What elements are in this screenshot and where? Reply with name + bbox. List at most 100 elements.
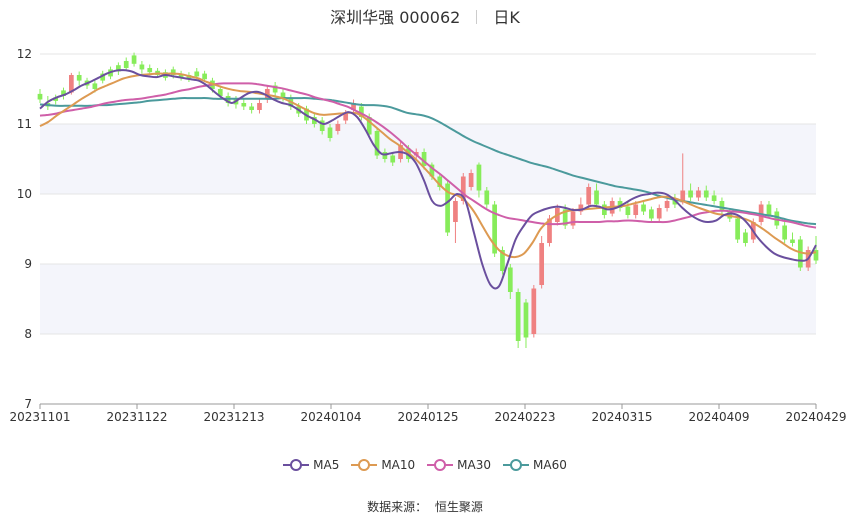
moving-average-lines — [39, 69, 817, 290]
candle-body — [531, 288, 537, 334]
candle — [649, 206, 654, 222]
candle — [437, 173, 443, 191]
grid-band — [40, 124, 816, 194]
candle-body — [515, 292, 521, 341]
candle-body — [656, 208, 662, 219]
candle — [335, 120, 341, 135]
source-name: 恒生聚源 — [434, 500, 483, 514]
candle-body — [711, 195, 717, 201]
candle-body — [202, 73, 207, 80]
candle — [523, 299, 529, 348]
legend-item-ma60[interactable]: MA60 — [503, 458, 567, 472]
candle-body — [92, 83, 98, 89]
candle-body — [743, 232, 748, 243]
candle-body — [453, 201, 458, 222]
candle — [790, 232, 795, 247]
candle — [586, 183, 592, 208]
candle-body — [139, 64, 145, 70]
candle — [602, 201, 607, 219]
candle-body — [476, 164, 482, 191]
candle-body — [468, 173, 474, 187]
candle — [359, 103, 364, 121]
candle — [782, 222, 787, 243]
legend-label: MA5 — [313, 458, 340, 472]
y-tick-label: 12 — [17, 47, 32, 61]
candle-body — [782, 225, 787, 240]
candle-body — [131, 55, 137, 64]
legend-marker-icon — [351, 459, 378, 471]
legend-item-ma10[interactable]: MA10 — [351, 458, 415, 472]
candle — [641, 201, 646, 215]
candle-body — [649, 209, 654, 219]
candle-body — [460, 176, 466, 201]
candle-body — [272, 85, 278, 93]
candle-body — [774, 211, 780, 226]
candle-body — [217, 89, 223, 96]
candle — [178, 70, 184, 81]
candle — [813, 236, 819, 264]
x-axis: 20231101 20231122 20231213 20240104 20240125… — [9, 403, 847, 424]
candle — [139, 61, 145, 74]
candle-body — [76, 75, 82, 81]
line-ma10 — [39, 72, 817, 259]
candle-body — [359, 106, 364, 117]
candle — [688, 183, 693, 201]
candle-body — [625, 206, 631, 215]
data-source: 数据来源： 恒生聚源 — [0, 498, 850, 515]
candle — [123, 57, 129, 71]
candle — [445, 180, 450, 236]
candle-body — [492, 204, 497, 254]
candle — [797, 236, 803, 271]
candle — [680, 153, 686, 205]
candle-body — [633, 204, 639, 215]
stock-name-code: 深圳华强 000062 — [330, 8, 461, 27]
candle — [719, 197, 725, 215]
y-tick-label: 9 — [24, 257, 32, 271]
y-tick-label: 10 — [17, 187, 32, 201]
x-tick-label: 20231101 — [9, 410, 70, 424]
candle — [374, 127, 380, 159]
legend-item-ma5[interactable]: MA5 — [283, 458, 339, 472]
candle — [500, 246, 505, 275]
legend-marker-icon — [427, 459, 454, 471]
candle — [735, 215, 740, 243]
candle — [594, 183, 599, 208]
candle-body — [241, 103, 247, 107]
candle-body — [335, 124, 341, 131]
candle-body — [594, 190, 599, 205]
y-tick-label: 11 — [17, 117, 32, 131]
candle — [617, 197, 623, 212]
candle — [656, 204, 662, 222]
candle — [421, 148, 427, 170]
candle — [531, 285, 537, 338]
x-tick-label: 20231213 — [203, 410, 264, 424]
candle-body — [696, 190, 701, 198]
candle-body — [766, 204, 772, 215]
x-tick-label: 20240125 — [397, 410, 458, 424]
candle-body — [351, 103, 356, 110]
candle — [484, 187, 490, 208]
candle — [743, 229, 748, 247]
candle — [390, 152, 396, 166]
candle — [249, 103, 254, 114]
candle — [774, 208, 780, 229]
candle-body — [617, 201, 623, 208]
candle-body — [374, 131, 380, 156]
x-tick-label: 20231122 — [106, 410, 167, 424]
candle-body — [61, 90, 66, 96]
candle — [257, 99, 262, 114]
candle — [37, 89, 43, 103]
candle-body — [123, 61, 129, 68]
legend-item-ma30[interactable]: MA30 — [427, 458, 491, 472]
candle-body — [194, 71, 200, 77]
candle-body — [664, 201, 670, 208]
candle — [515, 288, 521, 348]
candle-body — [500, 250, 505, 271]
legend-label: MA60 — [533, 458, 567, 472]
candle-body — [735, 218, 740, 240]
candle — [711, 190, 717, 205]
candle-body — [437, 176, 443, 187]
candle — [241, 98, 247, 110]
candle-body — [257, 103, 262, 110]
